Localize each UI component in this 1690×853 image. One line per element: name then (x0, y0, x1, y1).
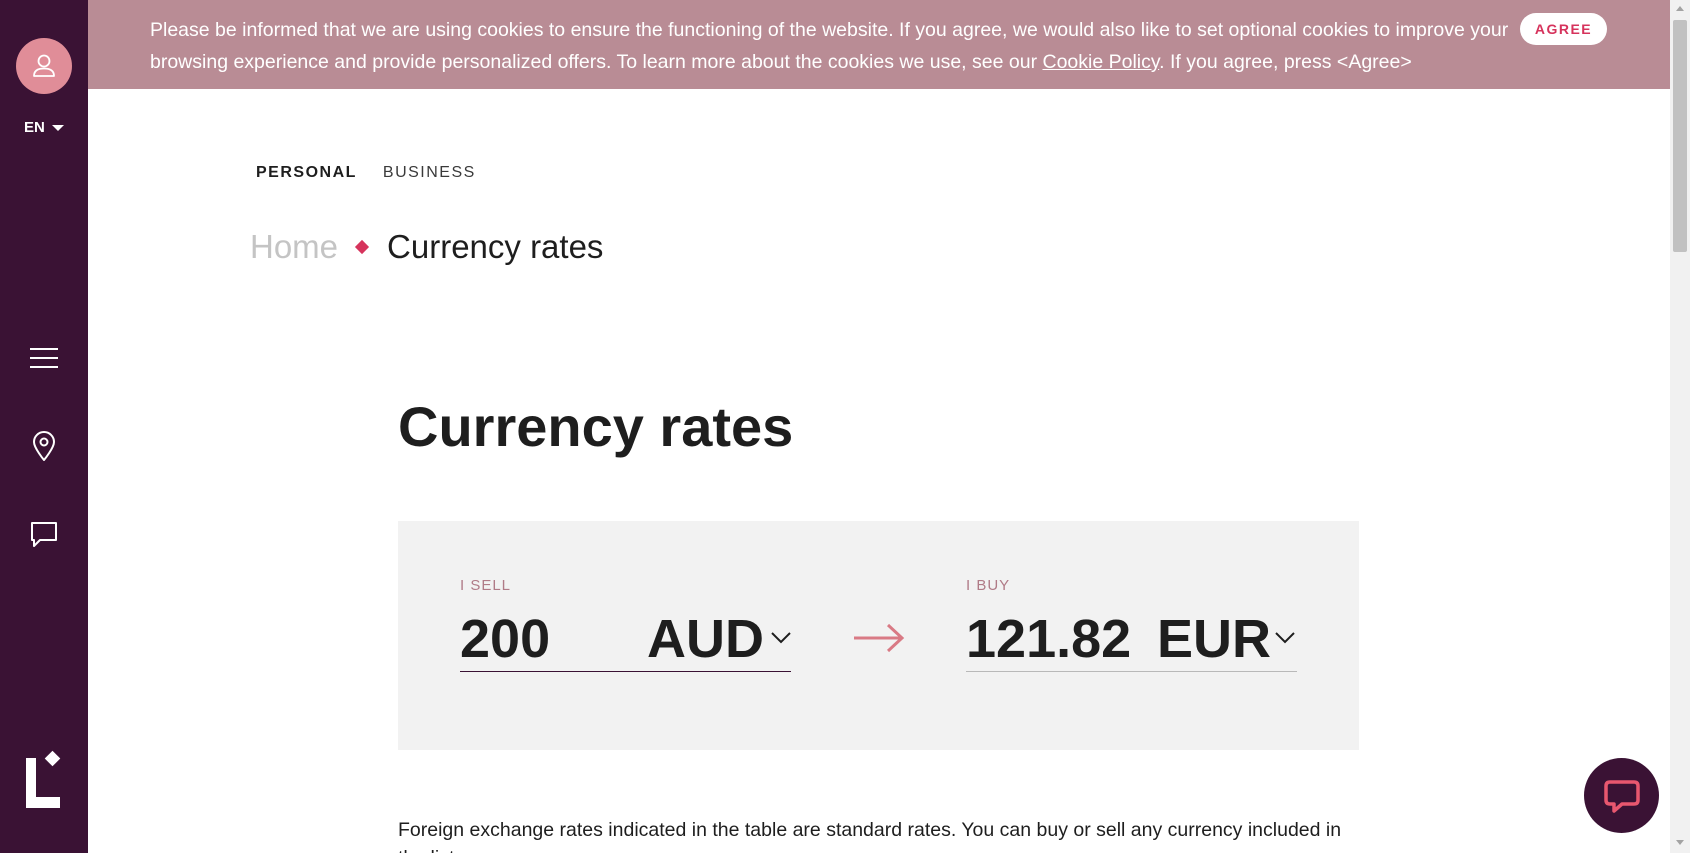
rates-info-text: Foreign exchange rates indicated in the … (398, 819, 1342, 853)
cookie-text-end: . If you agree, press <Agree> (1159, 51, 1412, 73)
cookie-message: Please be informed that we are using coo… (150, 14, 1540, 78)
user-avatar-button[interactable] (16, 38, 72, 94)
scroll-up-icon[interactable] (1676, 6, 1684, 11)
cookie-banner: Please be informed that we are using coo… (88, 0, 1670, 89)
currency-converter: I SELL 200 AUD I BUY 121.82 EUR (398, 521, 1359, 750)
sell-amount-input[interactable]: 200 (460, 609, 551, 669)
page-title: Currency rates (398, 395, 794, 458)
chat-button[interactable] (1584, 758, 1659, 833)
breadcrumb: Home Currency rates (250, 228, 603, 266)
buy-label: I BUY (966, 577, 1011, 594)
bank-logo[interactable] (26, 750, 62, 808)
caret-down-icon (51, 124, 64, 131)
sidebar: EN (0, 0, 88, 853)
agree-button[interactable]: AGREE (1520, 13, 1607, 45)
chevron-down-icon[interactable] (1274, 631, 1296, 645)
sell-underline (460, 671, 791, 672)
buy-field[interactable]: 121.82 EUR (966, 609, 1297, 672)
location-pin-icon (33, 431, 55, 461)
language-label: EN (24, 119, 45, 136)
chat-bubble-icon (1603, 779, 1640, 813)
menu-button[interactable] (24, 338, 64, 378)
diamond-separator-icon (354, 239, 370, 255)
arrow-right-icon (854, 623, 905, 653)
tab-personal[interactable]: PERSONAL (256, 164, 357, 181)
segment-nav: PERSONAL BUSINESS (256, 164, 476, 182)
scroll-thumb[interactable] (1673, 20, 1687, 252)
user-icon (33, 54, 55, 77)
breadcrumb-home-link[interactable]: Home (250, 228, 339, 265)
breadcrumb-current: Currency rates (387, 228, 604, 265)
language-selector[interactable]: EN (24, 119, 64, 136)
buy-amount-input[interactable]: 121.82 (966, 609, 1132, 669)
cookie-policy-link[interactable]: Cookie Policy (1042, 51, 1160, 73)
buy-underline (966, 671, 1297, 672)
chevron-down-icon[interactable] (770, 631, 792, 645)
tab-business[interactable]: BUSINESS (382, 164, 476, 181)
hamburger-menu-icon (30, 348, 58, 368)
sell-currency-select[interactable]: AUD (647, 609, 764, 669)
chat-bubble-icon (31, 522, 57, 547)
scroll-down-icon[interactable] (1676, 840, 1684, 845)
locations-button[interactable] (24, 426, 64, 466)
sell-label: I SELL (460, 577, 512, 594)
cookie-text-start: Please be informed that we are using coo… (150, 19, 1509, 73)
sell-field[interactable]: 200 AUD (460, 609, 792, 672)
contact-button[interactable] (24, 514, 64, 554)
buy-currency-select[interactable]: EUR (1157, 609, 1272, 669)
page-scrollbar[interactable] (1670, 0, 1690, 853)
